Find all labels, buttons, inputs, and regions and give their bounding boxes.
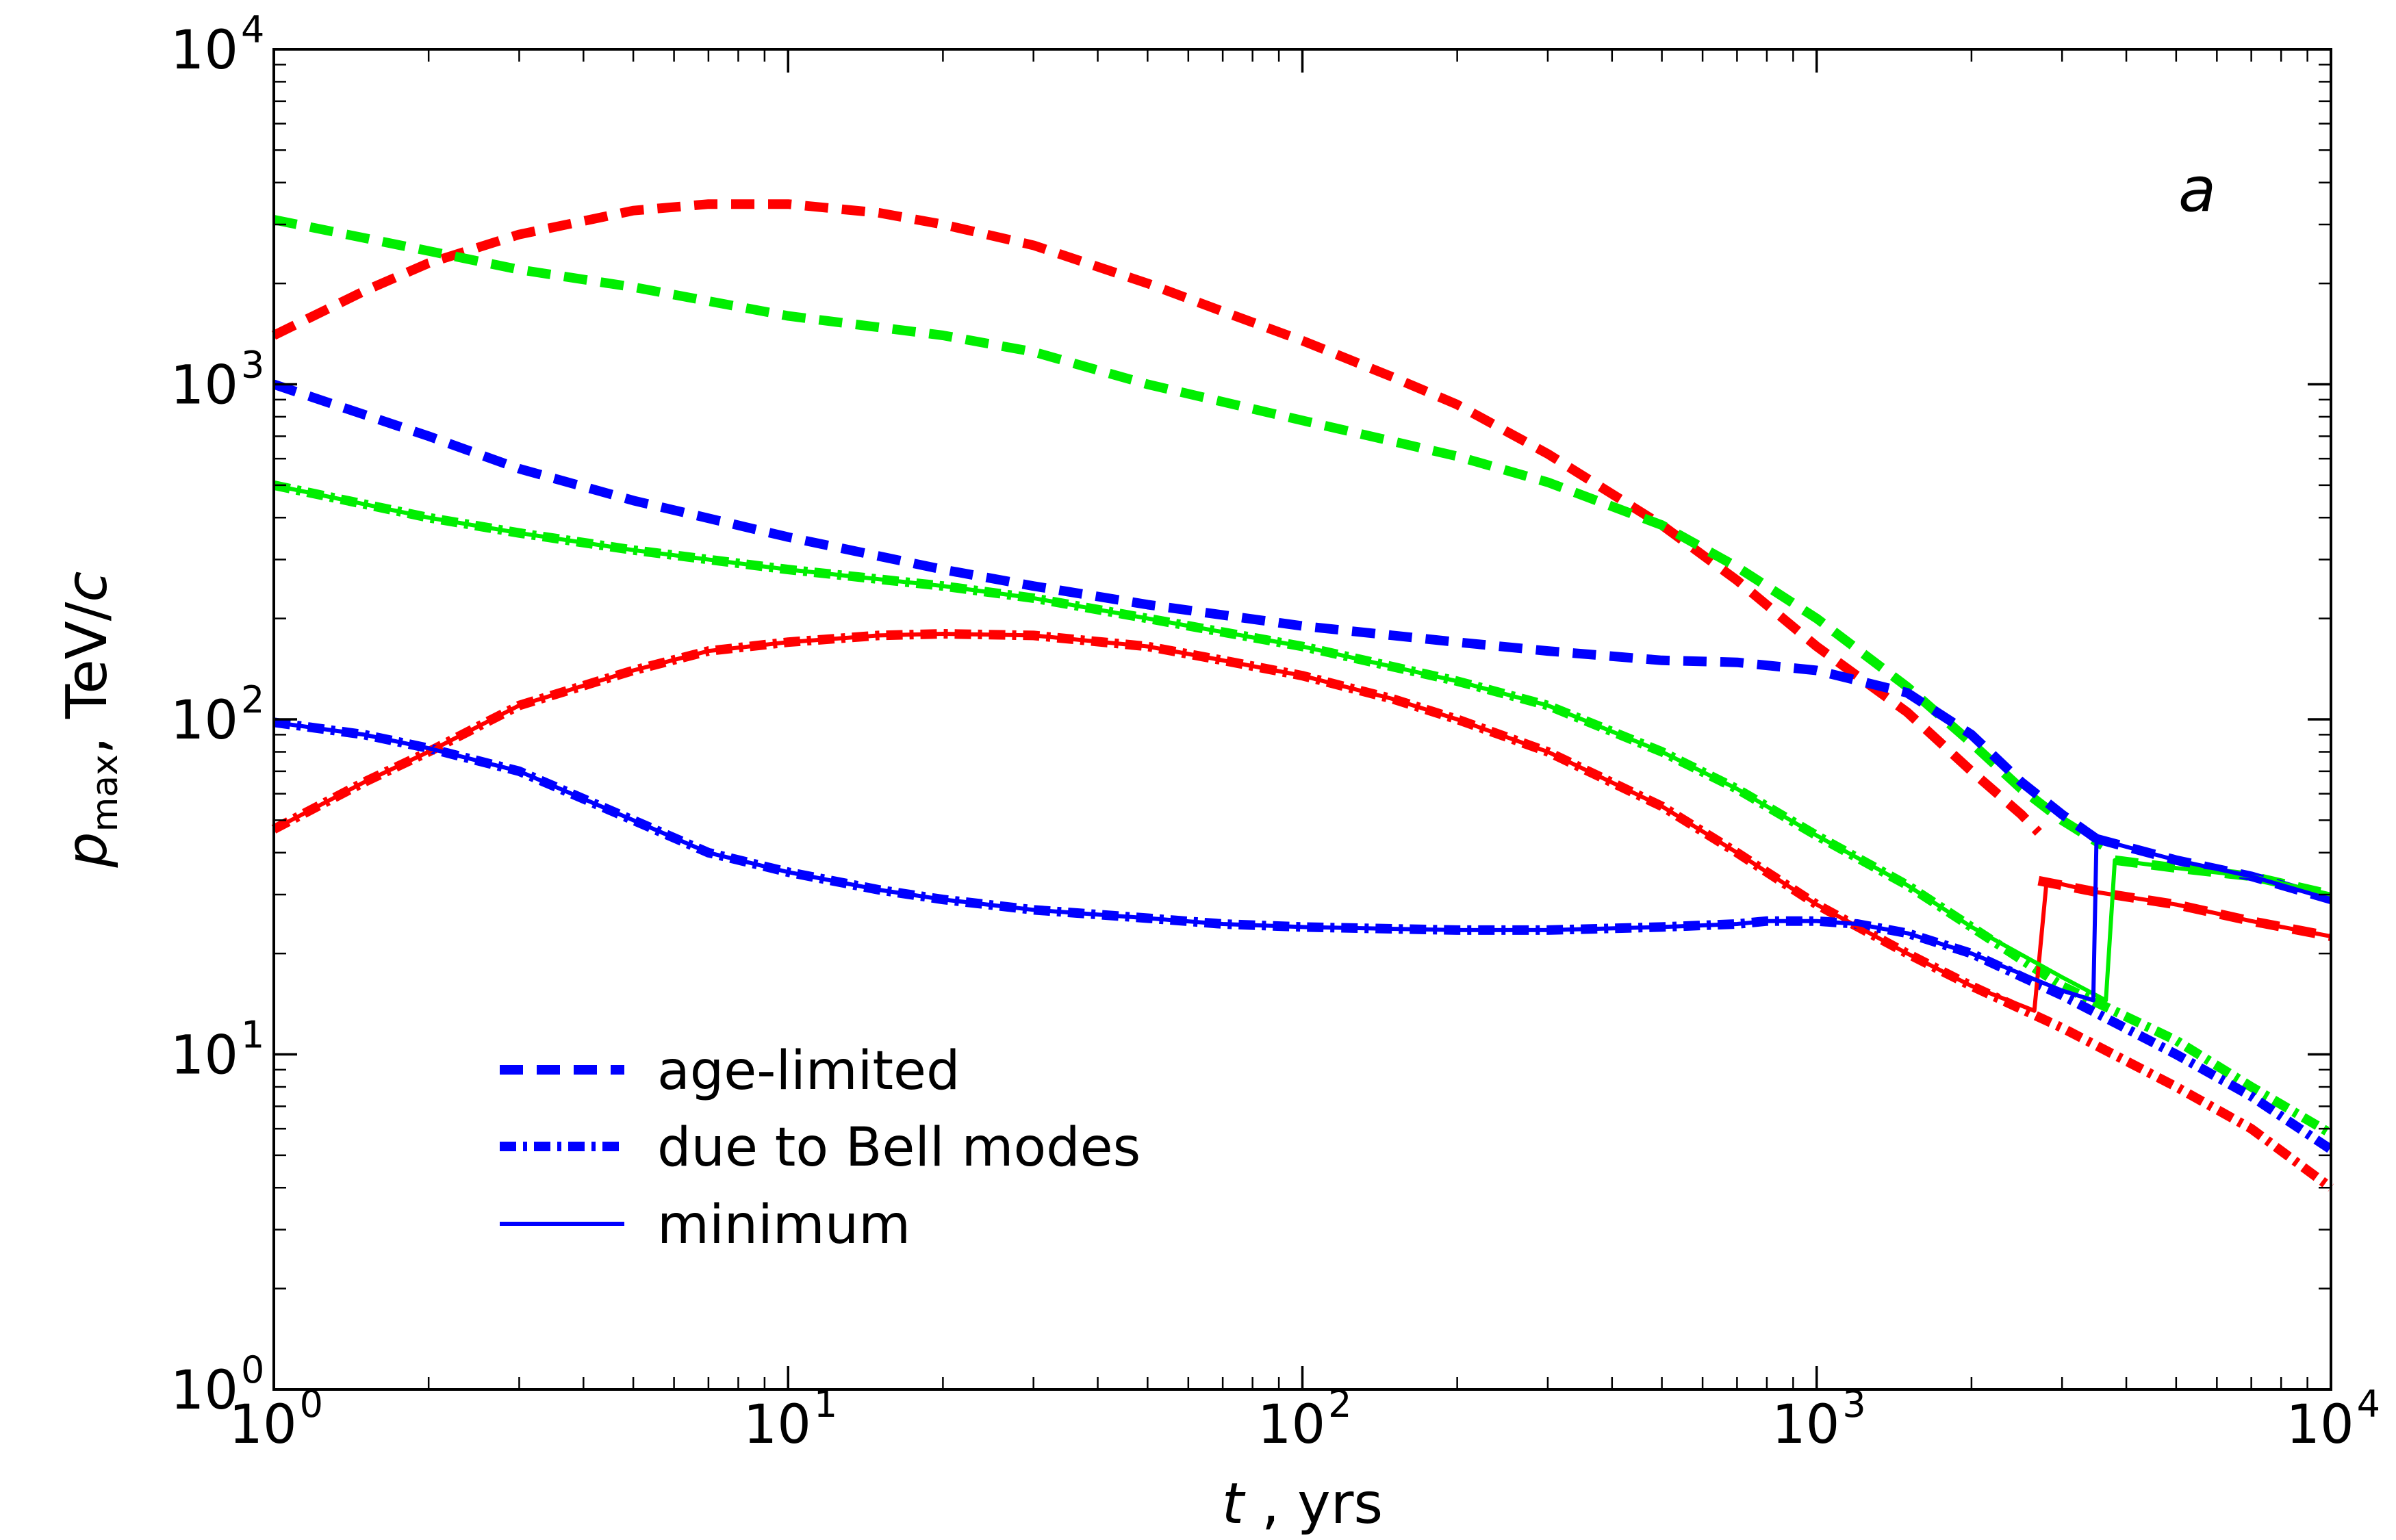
y-tick-label-3-base: 10 <box>170 355 238 417</box>
series-layer <box>271 199 2334 1192</box>
y-tick-label-3-exp: 3 <box>241 344 264 387</box>
x-tick-label-1: 10 1 <box>743 1383 838 1456</box>
labels-layer: 10 0 10 1 10 2 10 3 10 410 010 110 210 310 4t , yrspma… <box>55 8 2380 1537</box>
x-tick-label-0: 10 0 <box>229 1383 323 1456</box>
x-axis-label: t , yrs <box>1222 1472 1383 1537</box>
x-tick-label-4-base: 10 <box>2286 1394 2354 1456</box>
legend-label: age-limited <box>657 1040 960 1102</box>
x-tick-label-3-base: 10 <box>1772 1394 1839 1456</box>
x-tick-label-4-exp: 4 <box>2357 1383 2380 1426</box>
y-axis-label-symbol: p <box>55 832 120 868</box>
x-tick-label-4: 10 4 <box>2286 1383 2380 1456</box>
x-tick-label-0-base: 10 <box>229 1394 296 1456</box>
x-tick-label-1-base: 10 <box>743 1394 811 1456</box>
y-tick-label-4: 10 4 <box>170 8 265 81</box>
series-line-red-minimum <box>272 632 2332 1013</box>
y-tick-label-4-base: 10 <box>170 20 238 81</box>
y-tick-label-0-base: 10 <box>170 1360 238 1422</box>
series-line-blue-age-limited <box>272 379 2100 843</box>
y-tick-label-2-exp: 2 <box>241 678 264 721</box>
legend-label: minimum <box>657 1194 910 1256</box>
y-tick-label-0: 10 0 <box>170 1348 265 1422</box>
x-tick-label-2-base: 10 <box>1258 1394 1325 1456</box>
y-tick-label-0-exp: 0 <box>241 1348 264 1391</box>
x-tick-label-3: 10 3 <box>1772 1383 1866 1456</box>
plot-frame <box>272 48 2332 1391</box>
series-line-green-minimum <box>273 483 2332 1003</box>
legend-label: due to Bell modes <box>657 1117 1140 1179</box>
x-tick-label-3-exp: 3 <box>1842 1383 1865 1426</box>
x-tick-label-2-exp: 2 <box>1328 1383 1351 1426</box>
x-axis-label-var: t <box>1222 1472 1246 1537</box>
y-tick-label-1-base: 10 <box>170 1025 238 1087</box>
legend-entry-1: due to Bell modes <box>500 1117 1140 1179</box>
y-axis-label-unit: , TeV/ <box>55 602 120 754</box>
x-tick-label-1-exp: 1 <box>814 1383 837 1426</box>
y-tick-label-3: 10 3 <box>170 344 265 417</box>
ticks-layer <box>272 49 2331 1391</box>
legend-entry-2: minimum <box>500 1194 910 1256</box>
panel-label: a <box>2178 154 2216 226</box>
x-tick-label-2: 10 2 <box>1258 1383 1352 1456</box>
series-line-red-Bell-modes <box>271 629 2334 1192</box>
y-axis-label: pmax, TeV/c <box>55 572 126 869</box>
series-line-blue-minimum <box>273 720 2332 1003</box>
series-line-red-age-limited <box>271 199 2042 836</box>
y-axis-label-subscript: max <box>85 754 126 832</box>
y-tick-label-4-exp: 4 <box>241 8 264 51</box>
legend: age-limited due to Bell modes minimum <box>500 1040 1140 1256</box>
y-axis-label-unit-c: c <box>55 572 120 602</box>
y-tick-label-2-base: 10 <box>170 690 238 752</box>
y-tick-label-1-exp: 1 <box>241 1014 264 1057</box>
y-tick-label-2: 10 2 <box>170 678 265 752</box>
legend-entry-0: age-limited <box>500 1040 960 1102</box>
y-tick-label-1: 10 1 <box>170 1014 265 1087</box>
x-axis-label-unit: , yrs <box>1244 1472 1383 1537</box>
x-tick-label-0-exp: 0 <box>300 1383 323 1426</box>
